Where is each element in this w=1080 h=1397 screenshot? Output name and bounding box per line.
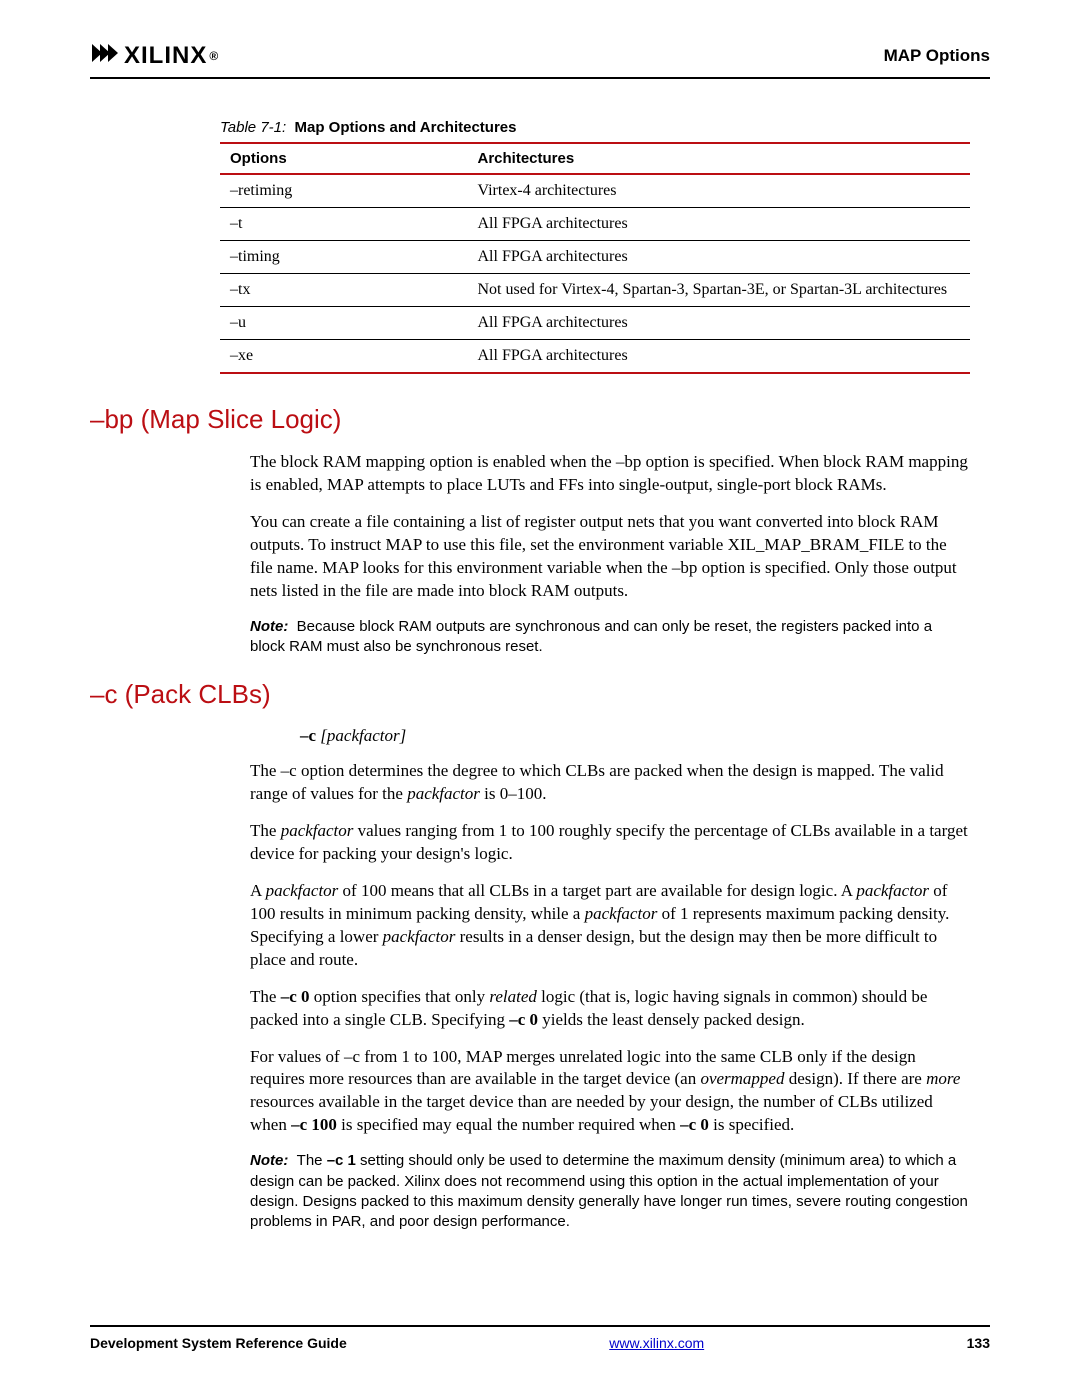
page-header: XILINX ® MAP Options [90, 40, 990, 79]
syntax-bold: –c [300, 726, 316, 745]
table-header-row: Options Architectures [220, 143, 970, 174]
table-row: –timingAll FPGA architectures [220, 241, 970, 274]
col-architectures: Architectures [468, 143, 971, 174]
footer-page-number: 133 [967, 1335, 990, 1351]
page-footer: Development System Reference Guide www.x… [90, 1325, 990, 1351]
cell-option: –t [220, 208, 468, 241]
logo-registered: ® [209, 49, 219, 63]
col-options: Options [220, 143, 468, 174]
table-row: –tAll FPGA architectures [220, 208, 970, 241]
bp-note: Note: Because block RAM outputs are sync… [250, 617, 970, 658]
logo-text: XILINX [124, 42, 207, 70]
bp-para-1: The block RAM mapping option is enabled … [250, 451, 970, 497]
table-row: –xeAll FPGA architectures [220, 340, 970, 374]
c-para-4: The –c 0 option specifies that only rela… [250, 986, 970, 1032]
table-caption: Table 7-1: Map Options and Architectures [220, 119, 970, 136]
cell-architecture: All FPGA architectures [468, 307, 971, 340]
note-label: Note: [250, 1152, 288, 1169]
cell-option: –timing [220, 241, 468, 274]
cell-option: –retiming [220, 174, 468, 208]
cell-option: –xe [220, 340, 468, 374]
cell-architecture: Not used for Virtex-4, Spartan-3, Sparta… [468, 274, 971, 307]
footer-left: Development System Reference Guide [90, 1335, 347, 1351]
cell-architecture: All FPGA architectures [468, 241, 971, 274]
bp-para-2: You can create a file containing a list … [250, 511, 970, 603]
options-table: Options Architectures –retimingVirtex-4 … [220, 142, 970, 374]
cell-architecture: All FPGA architectures [468, 340, 971, 374]
section-heading-c: –c (Pack CLBs) [90, 679, 990, 710]
table-caption-prefix: Table 7-1: [220, 119, 286, 136]
table-row: –uAll FPGA architectures [220, 307, 970, 340]
c-para-5: For values of –c from 1 to 100, MAP merg… [250, 1046, 970, 1138]
c-note: Note: The –c 1 setting should only be us… [250, 1151, 970, 1232]
syntax-italic: [packfactor] [316, 726, 406, 745]
table-row: –txNot used for Virtex-4, Spartan-3, Spa… [220, 274, 970, 307]
table-row: –retimingVirtex-4 architectures [220, 174, 970, 208]
c-para-1: The –c option determines the degree to w… [250, 760, 970, 806]
cell-option: –tx [220, 274, 468, 307]
c-syntax: –c [packfactor] [300, 726, 970, 746]
footer-link[interactable]: www.xilinx.com [609, 1335, 704, 1351]
header-section-title: MAP Options [884, 46, 990, 66]
cell-architecture: All FPGA architectures [468, 208, 971, 241]
table-caption-title: Map Options and Architectures [295, 119, 517, 136]
note-label: Note: [250, 618, 288, 635]
section-heading-bp: –bp (Map Slice Logic) [90, 404, 990, 435]
c-para-2: The packfactor values ranging from 1 to … [250, 820, 970, 866]
logo-mark-icon [90, 40, 120, 71]
cell-option: –u [220, 307, 468, 340]
note-text: Because block RAM outputs are synchronou… [250, 618, 932, 655]
cell-architecture: Virtex-4 architectures [468, 174, 971, 208]
xilinx-logo: XILINX ® [90, 40, 219, 71]
c-para-3: A packfactor of 100 means that all CLBs … [250, 880, 970, 972]
